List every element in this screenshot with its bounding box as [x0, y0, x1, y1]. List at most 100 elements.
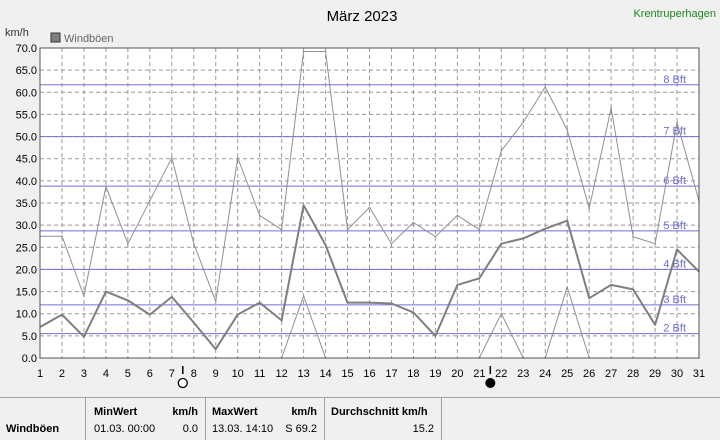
data-point-average	[302, 204, 305, 207]
statistics-footer: Windböen MinWert km/h 01.03. 00:00 0.0 M…	[0, 397, 720, 440]
x-tick-label: 2	[59, 368, 65, 380]
x-tick-label: 27	[605, 368, 617, 380]
x-tick-label: 19	[429, 368, 441, 380]
data-point-maximum	[654, 242, 656, 245]
data-point-average	[368, 301, 371, 304]
plot-border	[39, 47, 700, 359]
data-point-average	[61, 313, 63, 316]
y-tick-label: 50.0	[16, 132, 37, 144]
y-tick-label: 65.0	[16, 65, 37, 77]
data-point-average	[610, 284, 612, 286]
x-tick-label: 30	[671, 368, 683, 380]
data-point-maximum	[214, 300, 217, 303]
x-tick-label: 23	[517, 368, 529, 380]
data-point-maximum	[127, 242, 129, 245]
data-point-maximum	[83, 295, 85, 297]
y-tick-label: 5.0	[22, 331, 37, 343]
data-point-maximum	[632, 235, 634, 238]
data-point-average	[324, 244, 327, 246]
data-point-minimum	[302, 295, 305, 297]
x-tick-label: 8	[191, 368, 197, 380]
data-point-maximum	[192, 242, 195, 245]
x-tick-label: 20	[451, 368, 463, 380]
data-point-average	[192, 321, 195, 324]
data-point-maximum	[302, 50, 305, 53]
new-moon-icon	[485, 378, 496, 388]
min-cell: MinWert km/h 01.03. 00:00 0.0	[86, 398, 206, 440]
avg-value: 15.2	[412, 423, 434, 435]
min-value: 0.0	[182, 423, 198, 435]
x-tick-label: 6	[147, 368, 153, 380]
x-tick-label: 5	[125, 368, 131, 380]
beaufort-label: 4 Bft	[663, 258, 686, 270]
data-point-maximum	[456, 214, 459, 217]
x-tick-label: 18	[407, 368, 419, 380]
max-time: 13.03. 14:10	[212, 423, 274, 435]
footer-label-cell: Windböen	[0, 398, 86, 440]
data-point-average	[105, 290, 107, 293]
x-tick-label: 29	[649, 368, 661, 380]
beaufort-label: 3 Bft	[663, 294, 686, 306]
y-tick-label: 20.0	[16, 264, 37, 276]
x-tick-label: 25	[561, 368, 573, 380]
data-point-maximum	[324, 50, 327, 53]
data-point-maximum	[412, 221, 415, 224]
chart: März 2023 Krentruperhagen km/h Windböen …	[5, 8, 716, 389]
beaufort-label: 6 Bft	[663, 175, 686, 187]
station-name: Krentruperhagen	[633, 8, 716, 20]
y-tick-label: 10.0	[16, 309, 37, 321]
y-tick-label: 15.0	[16, 287, 37, 299]
data-point-maximum	[544, 86, 547, 88]
y-tick-label: 45.0	[16, 154, 37, 166]
y-tick-label: 60.0	[16, 87, 37, 99]
avg-cell: Durchschnitt km/h 15.2	[325, 398, 442, 440]
beaufort-label: 8 Bft	[663, 74, 686, 86]
x-tick-label: 22	[495, 368, 507, 380]
data-point-average	[83, 335, 85, 338]
data-point-average	[478, 277, 481, 280]
data-point-average	[390, 302, 393, 305]
data-point-average	[214, 348, 217, 350]
max-value: S 69.2	[285, 423, 317, 435]
x-tick-label: 28	[627, 368, 639, 380]
data-point-average	[149, 313, 151, 316]
y-axis-unit: km/h	[5, 27, 29, 39]
data-point-maximum	[610, 107, 612, 110]
chart-title: März 2023	[327, 8, 398, 25]
data-point-minimum	[566, 286, 568, 288]
data-point-maximum	[258, 214, 261, 217]
x-tick-label: 4	[103, 368, 109, 380]
data-point-maximum	[171, 157, 173, 159]
x-tick-label: 7	[169, 368, 175, 380]
data-point-average	[676, 248, 678, 251]
data-point-average	[127, 299, 129, 302]
data-point-average	[346, 301, 349, 304]
data-point-maximum	[500, 149, 503, 152]
beaufort-label: 2 Bft	[663, 323, 686, 335]
data-point-average	[171, 296, 173, 298]
x-tick-label: 26	[583, 368, 595, 380]
data-point-maximum	[434, 235, 437, 238]
x-tick-label: 15	[341, 368, 353, 380]
max-header: MaxWert	[212, 406, 258, 418]
data-point-average	[566, 219, 568, 222]
data-point-minimum	[500, 312, 503, 315]
data-point-maximum	[522, 121, 525, 124]
data-point-maximum	[280, 228, 283, 231]
data-point-average	[544, 227, 547, 230]
x-tick-label: 16	[363, 368, 375, 380]
data-point-average	[280, 319, 283, 322]
data-point-average	[500, 242, 503, 245]
x-tick-label: 14	[319, 368, 331, 380]
y-tick-label: 25.0	[16, 242, 37, 254]
x-tick-label: 17	[385, 368, 397, 380]
x-tick-label: 21	[473, 368, 485, 380]
max-cell: MaxWert km/h 13.03. 14:10 S 69.2	[206, 398, 325, 440]
x-tick-label: 24	[539, 368, 551, 380]
y-tick-label: 0.0	[22, 353, 37, 365]
y-tick-label: 55.0	[16, 109, 37, 121]
y-tick-label: 35.0	[16, 198, 37, 210]
footer-row-label: Windböen	[6, 423, 60, 435]
x-tick-label: 11	[254, 368, 265, 380]
data-point-maximum	[105, 185, 107, 188]
